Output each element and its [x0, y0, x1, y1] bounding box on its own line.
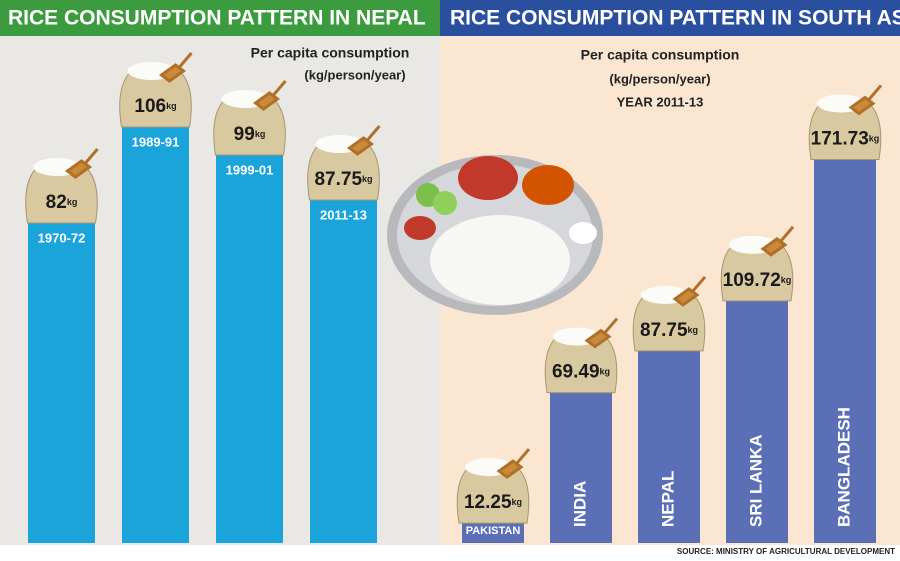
scoop — [346, 125, 381, 156]
source: SOURCE: MINISTRY OF AGRICULTURAL DEVELOP… — [677, 547, 895, 556]
value-number: 69.49 — [552, 362, 600, 383]
value-unit: kg — [688, 325, 699, 335]
value-number: 87.75 — [640, 320, 688, 341]
value-unit: kg — [512, 497, 523, 507]
chart-title: RICE CONSUMPTION PATTERN IN NEPAL — [8, 7, 426, 30]
category-label: 1989-91 — [132, 134, 180, 149]
category-label: 1999-01 — [226, 162, 274, 177]
scoop — [158, 52, 193, 83]
bar — [638, 342, 700, 543]
value-number: 109.72 — [723, 270, 781, 291]
value-label: 82kg — [46, 192, 78, 213]
value-unit: kg — [869, 134, 880, 144]
unit-label: (kg/person/year) — [304, 67, 405, 82]
category-label: 2011-13 — [320, 207, 367, 222]
category-label: SRI LANKA — [746, 434, 765, 527]
value-label: 87.75kg — [314, 169, 372, 190]
value-label: 171.73kg — [811, 128, 880, 149]
value-label: 106kg — [134, 96, 176, 117]
value-number: 106 — [134, 96, 166, 117]
subtitle: Per capita consumption — [251, 45, 410, 61]
value-label: 109.72kg — [723, 270, 792, 291]
value-number: 12.25 — [464, 492, 512, 513]
value-number: 171.73 — [811, 128, 869, 149]
value-number: 87.75 — [314, 169, 362, 190]
scoop — [584, 317, 619, 349]
scoop — [64, 148, 99, 179]
bar — [814, 151, 876, 543]
value-number: 82 — [46, 192, 67, 213]
value-label: 99kg — [234, 124, 266, 145]
title-bar-left — [0, 0, 440, 36]
bar — [550, 384, 612, 543]
scoop — [252, 80, 287, 111]
category-label: NEPAL — [658, 471, 677, 527]
unit-label: (kg/person/year) — [609, 71, 710, 86]
category-label: 1970-72 — [38, 230, 86, 245]
value-label: 12.25kg — [464, 492, 522, 513]
bar — [216, 147, 283, 543]
bar — [726, 292, 788, 543]
scoop — [672, 275, 707, 307]
scoop — [848, 84, 883, 116]
value-unit: kg — [166, 101, 177, 111]
title-bar-right — [440, 0, 900, 36]
value-number: 99 — [234, 124, 255, 145]
bar — [122, 119, 189, 543]
scoop — [760, 225, 795, 257]
value-unit: kg — [67, 197, 78, 207]
value-unit: kg — [781, 275, 792, 285]
value-label: 87.75kg — [640, 320, 698, 341]
category-label: INDIA — [570, 481, 589, 527]
value-unit: kg — [255, 129, 266, 139]
category-label: PAKISTAN — [466, 525, 521, 537]
value-unit: kg — [362, 174, 373, 184]
plate-illustration — [387, 155, 603, 315]
category-label: BANGLADESH — [834, 407, 853, 527]
value-label: 69.49kg — [552, 362, 610, 383]
scoop — [496, 448, 531, 479]
period: YEAR 2011-13 — [617, 94, 704, 109]
value-unit: kg — [600, 367, 611, 377]
subtitle: Per capita consumption — [581, 47, 740, 63]
chart-title: RICE CONSUMPTION PATTERN IN SOUTH ASIA — [450, 7, 900, 30]
bar — [28, 215, 95, 543]
bar — [310, 192, 377, 543]
